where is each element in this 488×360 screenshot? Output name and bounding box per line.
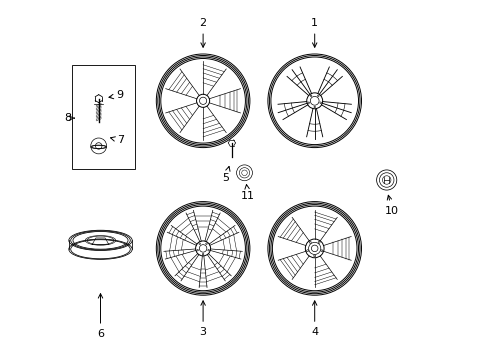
Text: 9: 9 xyxy=(109,90,123,100)
Text: 8: 8 xyxy=(64,113,74,123)
Text: 7: 7 xyxy=(110,135,123,145)
Text: 10: 10 xyxy=(385,195,398,216)
Text: 4: 4 xyxy=(310,301,318,337)
Text: 2: 2 xyxy=(199,18,206,47)
Text: 6: 6 xyxy=(97,294,104,339)
Text: 5: 5 xyxy=(222,166,229,183)
Text: 3: 3 xyxy=(199,301,206,337)
Text: 11: 11 xyxy=(241,185,255,201)
Text: 1: 1 xyxy=(310,18,318,47)
Bar xyxy=(72,65,134,169)
